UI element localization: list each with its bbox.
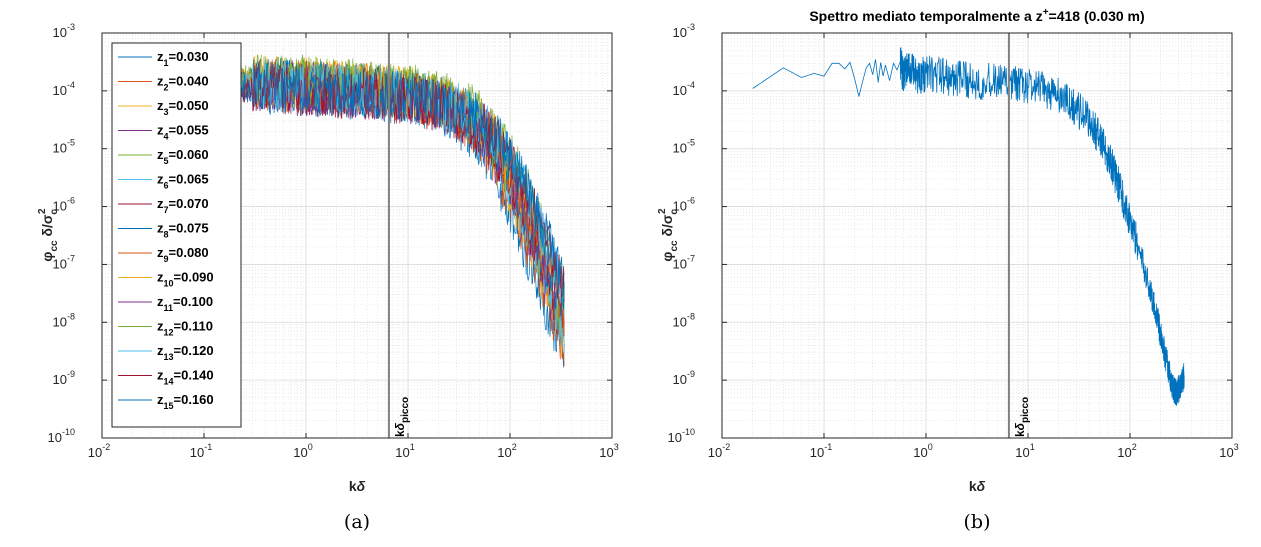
peak-marker-label-b: kδpicco	[1013, 397, 1031, 437]
legend-entry: z5=0.060	[157, 147, 209, 166]
y-tick-label: 10-6	[53, 196, 75, 214]
series-line-spectrum	[752, 47, 1185, 406]
x-tick-label: 10-2	[708, 442, 730, 460]
legend-entry: z9=0.080	[157, 245, 209, 264]
y-tick-label: 10-9	[53, 369, 75, 387]
y-ticks-b: 10-10 10-9 10-8 10-7 10-6 10-5 10-4 10-3	[668, 22, 1232, 445]
legend-entry: z7=0.070	[157, 196, 209, 215]
caption-a: (a)	[344, 511, 370, 533]
legend-entry: z10=0.090	[157, 270, 214, 289]
x-axis-label-b: kδ	[969, 478, 986, 494]
y-axis-label-b: φcc δ/σc2	[657, 208, 680, 262]
x-tick-label: 102	[1117, 442, 1136, 460]
y-tick-label: 10-10	[668, 427, 695, 445]
legend-entry: z11=0.100	[157, 294, 213, 313]
legend-a: z1=0.030 z2=0.040 z3=0.050 z4=0.055 z5=0.060…	[111, 42, 242, 428]
legend-entry: z12=0.110	[157, 319, 213, 338]
y-tick-label: 10-8	[673, 311, 695, 329]
y-tick-label: 10-5	[673, 138, 695, 156]
y-tick-label: 10-7	[673, 253, 695, 271]
y-ticks-a: 10-10 10-9 10-8 10-7 10-6 10-5 10-4 10-3	[48, 22, 612, 445]
chart-panel-a: 10-2 10-1 100 101 102 103 10-1010-910-810-710…	[37, 22, 619, 533]
legend-entry: z15=0.160	[157, 392, 214, 411]
y-tick-label: 10-3	[53, 22, 75, 40]
grid-b	[721, 32, 1233, 439]
x-tick-label: 103	[599, 442, 618, 460]
x-tick-label: 100	[913, 442, 932, 460]
series-lines-b	[752, 47, 1185, 406]
x-ticks-b: 10-2 10-1 100 101 102 103	[708, 33, 1239, 460]
x-tick-label: 100	[293, 442, 312, 460]
legend-entry: z6=0.065	[157, 172, 209, 191]
chart-panel-b: 10-2 10-1 100 101 102 103 10-1010-910-810-710…	[657, 7, 1239, 533]
legend-entry: z1=0.030	[157, 49, 209, 68]
x-tick-label: 102	[497, 442, 516, 460]
x-tick-label: 101	[395, 442, 414, 460]
y-tick-label: 10-3	[673, 22, 695, 40]
legend-entry: z4=0.055	[157, 123, 209, 142]
y-tick-label: 10-8	[53, 311, 75, 329]
x-tick-label: 10-2	[88, 442, 110, 460]
y-tick-label: 10-9	[673, 369, 695, 387]
chart-title-b: Spettro mediato temporalmente a z+=418 (…	[809, 7, 1144, 24]
x-tick-label: 101	[1015, 442, 1034, 460]
x-tick-label: 10-1	[810, 442, 832, 460]
plot-frame-b	[721, 32, 1233, 439]
legend-entry: z14=0.140	[157, 368, 214, 387]
x-ticks-a: 10-2 10-1 100 101 102 103	[88, 33, 619, 460]
caption-b: (b)	[964, 511, 991, 533]
y-tick-label: 10-4	[673, 80, 695, 98]
x-axis-label-a: kδ	[349, 478, 366, 494]
y-tick-label: 10-5	[53, 138, 75, 156]
legend-entry: z8=0.075	[157, 221, 209, 240]
legend-box	[111, 42, 242, 428]
x-tick-label: 10-1	[190, 442, 212, 460]
y-tick-label: 10-6	[673, 196, 695, 214]
y-tick-label: 10-4	[53, 80, 75, 98]
y-axis-label-a: φcc δ/σc2	[37, 208, 60, 262]
legend-entry: z2=0.040	[157, 74, 209, 93]
peak-marker-label-a: kδpicco	[393, 397, 411, 437]
y-tick-label: 10-10	[48, 427, 75, 445]
y-tick-label: 10-7	[53, 253, 75, 271]
plot-frame-a	[101, 32, 613, 439]
x-tick-label: 103	[1219, 442, 1238, 460]
legend-entry: z3=0.050	[157, 98, 209, 117]
legend-entry: z13=0.120	[157, 343, 214, 362]
